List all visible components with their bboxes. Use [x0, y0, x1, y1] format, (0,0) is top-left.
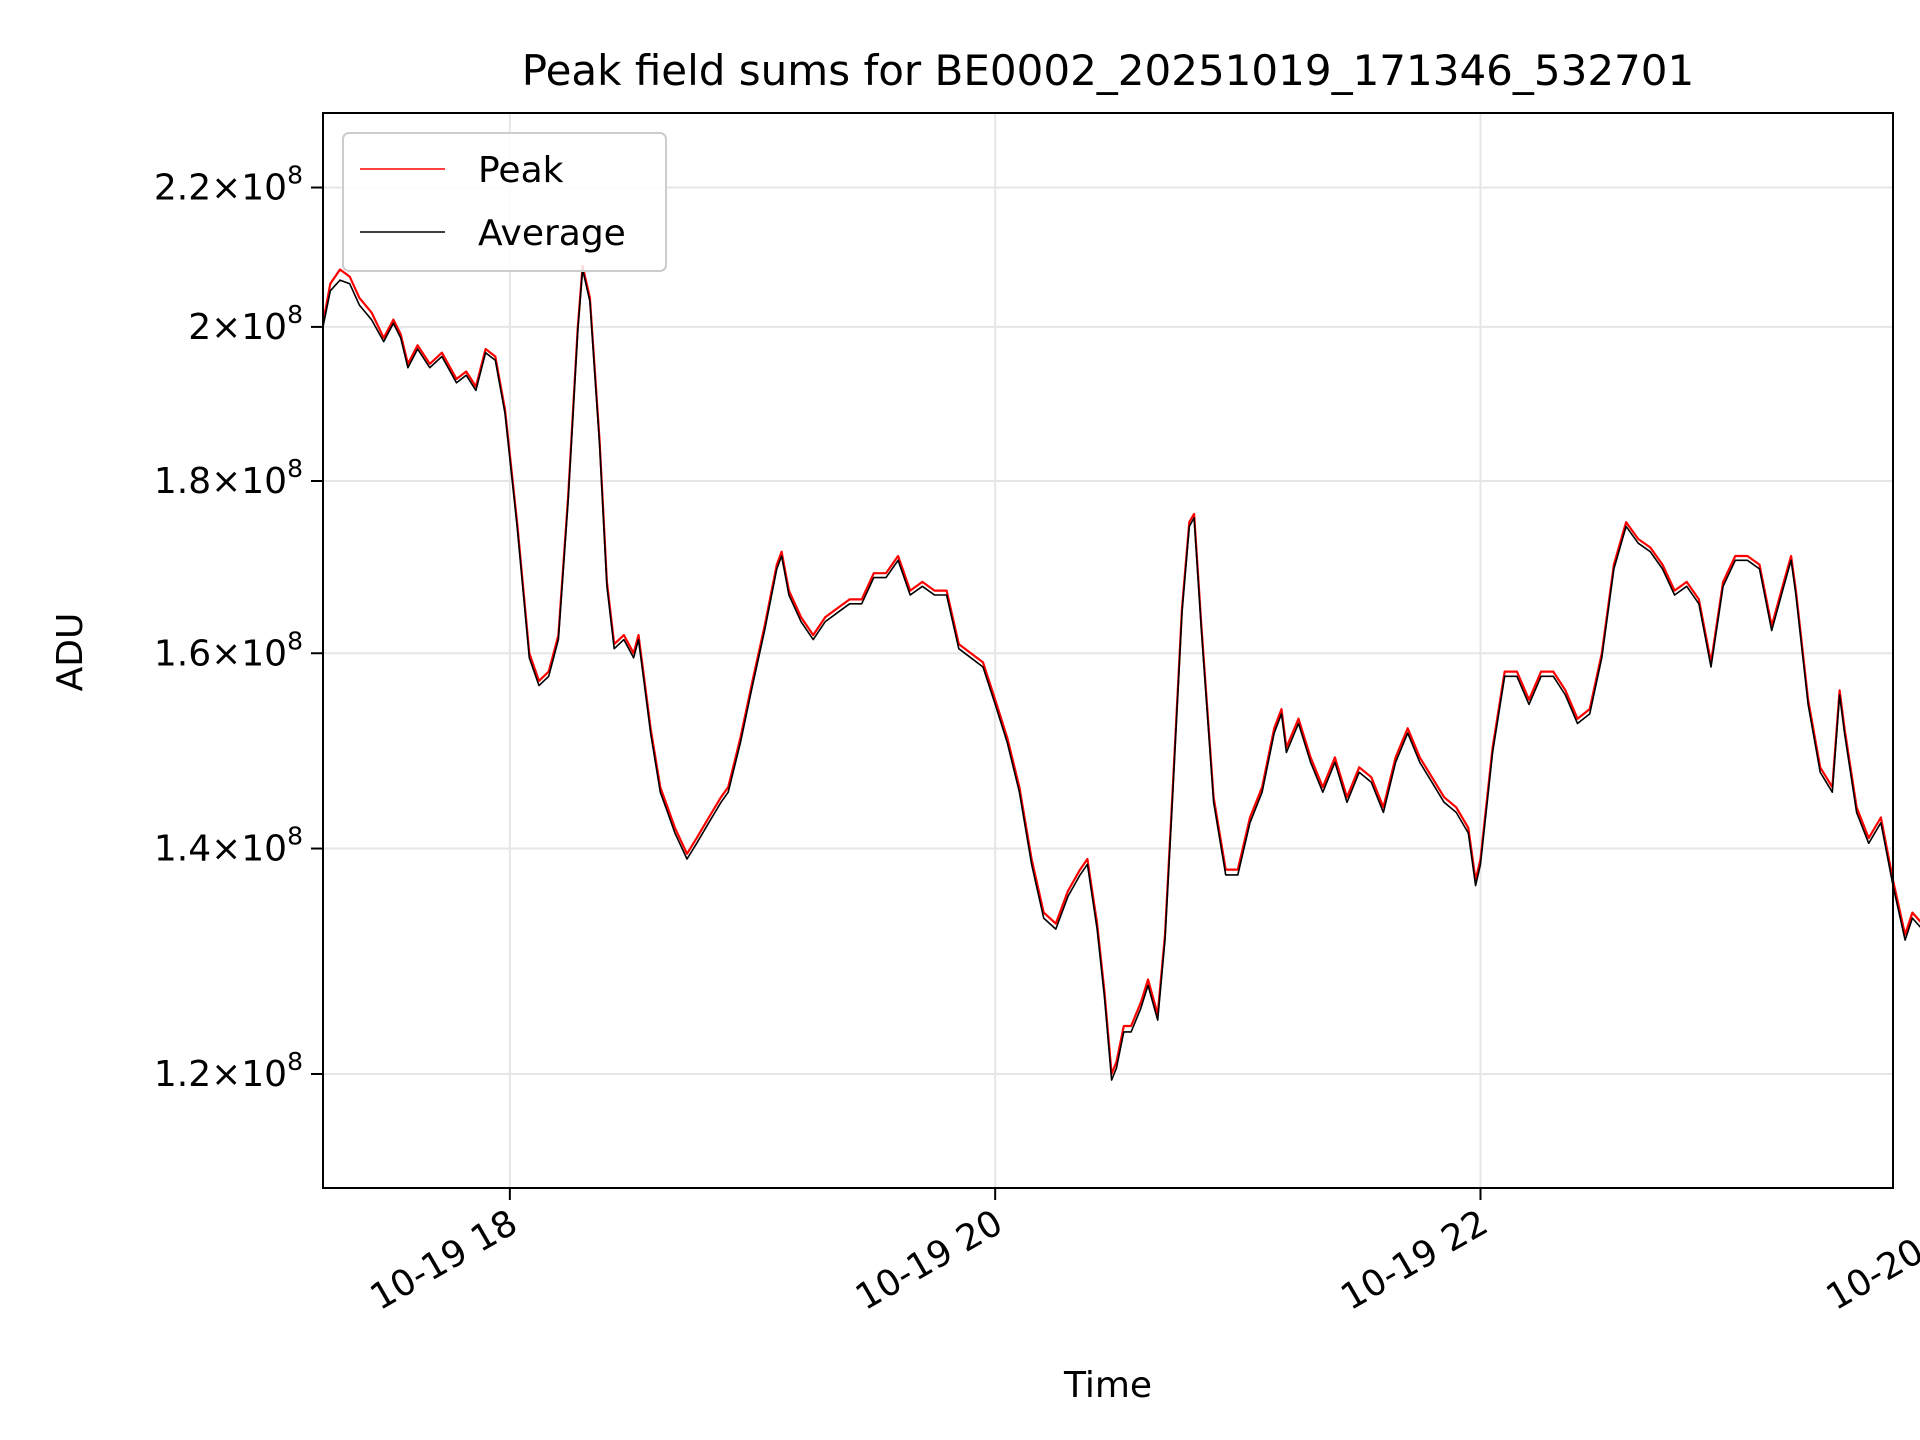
series-layer	[321, 264, 1920, 1081]
legend-label-average: Average	[478, 213, 626, 254]
y-tick-label: 1.8×108	[154, 454, 303, 502]
y-axis-label: ADU	[50, 613, 91, 692]
y-tick-label: 2.2×108	[154, 161, 303, 209]
chart-title: Peak field sums for BE0002_20251019_1713…	[522, 46, 1694, 95]
series-line-average	[322, 268, 1920, 1081]
series-line-peak	[321, 264, 1920, 1076]
y-tick-label: 1.6×108	[154, 626, 303, 674]
y-tick-label: 1.2×108	[154, 1047, 303, 1095]
x-axis-label: Time	[1063, 1365, 1152, 1406]
legend: Peak Average	[342, 132, 667, 272]
plot-frame	[322, 112, 1894, 1189]
legend-box	[342, 132, 667, 272]
y-tick-label: 2×108	[188, 300, 303, 348]
legend-label-peak: Peak	[478, 150, 564, 191]
y-axis: 1.2×108 1.4×108 1.6×108 1.8×108 2×108 2.2×108	[154, 161, 323, 1095]
y-tick-label: 1.4×108	[154, 822, 303, 870]
